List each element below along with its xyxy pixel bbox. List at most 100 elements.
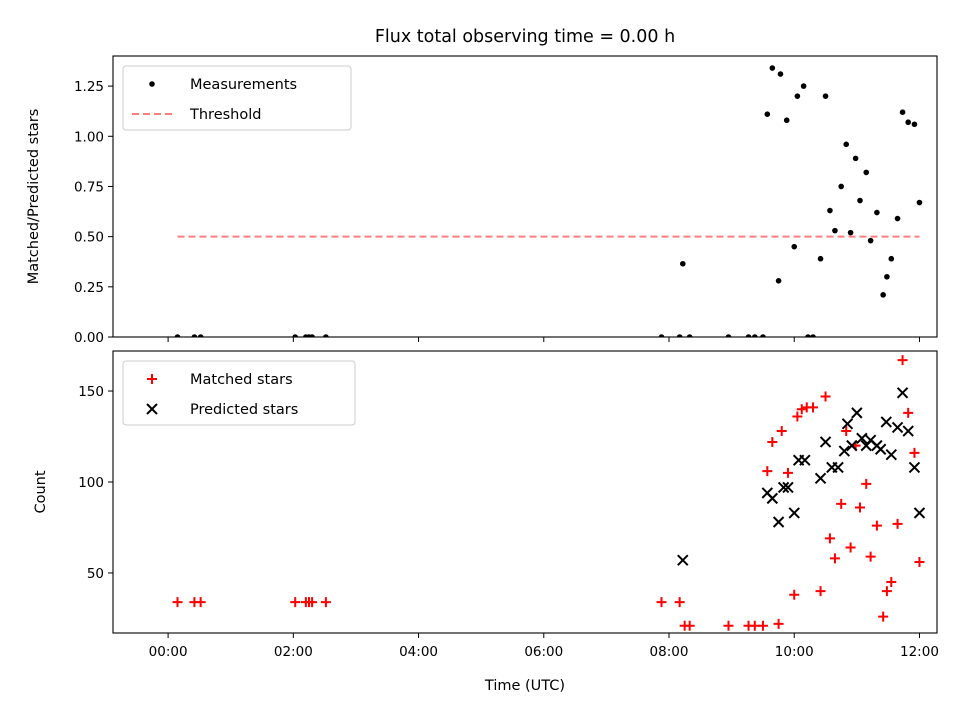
measurement-point xyxy=(791,243,798,250)
matched-star-point xyxy=(878,611,889,622)
x-tick-label: 04:00 xyxy=(399,644,438,660)
matched-star-point xyxy=(815,586,826,597)
legend-marker-dot xyxy=(149,81,155,87)
matched-star-point xyxy=(290,597,301,608)
axes-frame xyxy=(112,350,938,634)
matched-star-point xyxy=(824,533,835,544)
measurement-point xyxy=(745,334,752,337)
matched-star-point xyxy=(782,467,793,478)
top-panel-ratio: 0.00 0.25 0.50 0.75 1.00 1.25 Matched/Predicte… xyxy=(26,55,938,346)
legend: Matched stars Predicted stars xyxy=(122,360,356,426)
matched-star-point xyxy=(861,478,872,489)
matched-star-point xyxy=(836,498,847,509)
measurement-point xyxy=(847,229,854,236)
measurement-point xyxy=(888,255,895,262)
predicted-star-point xyxy=(838,445,851,457)
series-measurements xyxy=(174,65,923,337)
matched-star-point xyxy=(871,520,882,531)
measurement-point xyxy=(686,334,693,337)
x-tick-label: 02:00 xyxy=(274,644,313,660)
predicted-star-point xyxy=(772,516,785,528)
predicted-star-point xyxy=(814,472,827,485)
measurement-point xyxy=(874,209,880,216)
y-tick-label: 1.00 xyxy=(74,129,104,145)
plot-area xyxy=(172,355,926,631)
y-axis-label: Matched/Predicted stars xyxy=(26,109,42,285)
matched-star-point xyxy=(903,407,914,418)
predicted-star-point xyxy=(896,387,909,399)
series-matched-stars xyxy=(172,355,925,631)
matched-star-point xyxy=(767,436,778,447)
measurement-point xyxy=(174,334,181,337)
predicted-star-point xyxy=(841,418,854,430)
measurement-point xyxy=(911,121,918,128)
measurement-point xyxy=(191,334,198,337)
x-tick-label: 12:00 xyxy=(900,644,939,660)
matched-star-point xyxy=(897,355,908,366)
legend-marker-plus xyxy=(147,374,157,384)
matched-star-point xyxy=(886,577,897,588)
measurement-point xyxy=(676,334,683,337)
measurement-point xyxy=(852,155,859,162)
measurement-point xyxy=(884,273,890,280)
matched-star-point xyxy=(776,426,787,437)
y-tick-label: 100 xyxy=(78,475,104,491)
measurement-point xyxy=(679,260,686,267)
measurement-point xyxy=(197,334,204,337)
predicted-star-point xyxy=(819,436,832,448)
measurement-point xyxy=(658,334,665,337)
predicted-star-point xyxy=(799,454,811,466)
y-tick-label: 150 xyxy=(78,384,104,400)
measurement-point xyxy=(777,71,784,77)
y-tick-label: 0.50 xyxy=(74,230,104,246)
measurement-point xyxy=(810,334,816,337)
measurement-point xyxy=(751,334,758,337)
matched-star-point xyxy=(792,411,803,422)
legend-marker-x xyxy=(146,403,158,415)
matched-star-point xyxy=(845,542,856,553)
measurement-point xyxy=(783,117,790,124)
y-tick-label: 0.00 xyxy=(74,330,104,346)
x-axis-label: Time (UTC) xyxy=(484,678,565,694)
matched-star-point xyxy=(320,597,331,608)
chart-title: Flux total observing time = 0.00 h xyxy=(375,27,675,47)
y-tick-label: 0.75 xyxy=(74,179,104,195)
matched-star-point xyxy=(172,597,183,608)
measurement-point xyxy=(805,334,811,337)
matched-star-point xyxy=(757,620,768,631)
predicted-star-point xyxy=(902,425,914,437)
y-tick-label: 0.25 xyxy=(74,280,104,296)
legend-label: Matched stars xyxy=(190,372,293,388)
bottom-panel-count: 00:00 02:00 04:00 06:00 08:00 10:00 12:00 50 100… xyxy=(33,350,939,660)
predicted-star-point xyxy=(874,443,887,455)
matched-star-point xyxy=(881,586,892,597)
measurement-point xyxy=(857,197,863,204)
matched-star-point xyxy=(773,618,784,629)
plot-area xyxy=(174,65,923,337)
measurement-point xyxy=(760,334,766,337)
matched-star-point xyxy=(820,391,831,402)
matched-star-point xyxy=(841,426,852,437)
measurement-point xyxy=(905,119,911,126)
axes-frame xyxy=(112,55,938,338)
matched-star-point xyxy=(892,518,903,529)
measurement-point xyxy=(843,141,850,148)
predicted-star-point xyxy=(677,554,689,566)
matched-star-point xyxy=(914,557,925,568)
series-predicted-stars xyxy=(677,387,926,566)
matched-star-point xyxy=(723,620,734,631)
measurement-point xyxy=(899,109,906,115)
measurement-point xyxy=(769,65,776,71)
predicted-star-point xyxy=(782,481,794,494)
matched-star-point xyxy=(684,620,695,631)
measurement-point xyxy=(916,199,923,206)
y-tick-label: 1.25 xyxy=(74,79,104,95)
legend-label: Predicted stars xyxy=(190,402,298,418)
predicted-star-point xyxy=(851,407,863,419)
matched-star-point xyxy=(796,404,807,415)
measurement-point xyxy=(817,255,824,262)
matched-star-point xyxy=(909,447,920,458)
measurement-point xyxy=(292,334,299,337)
predicted-star-point xyxy=(880,416,892,428)
